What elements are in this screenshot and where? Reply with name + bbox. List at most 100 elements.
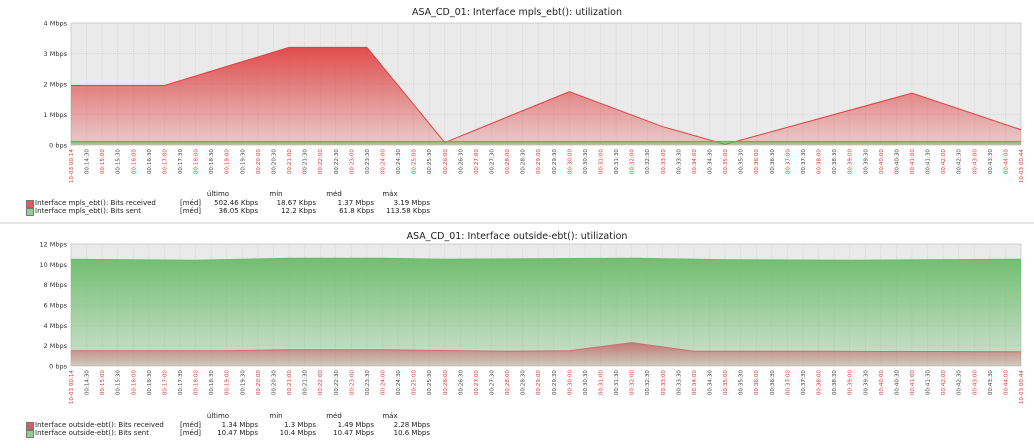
graph-divider [0,222,1034,224]
x-tick-label: 00:24:00 [380,149,386,175]
x-tick-label: 00:43:00 [972,370,978,396]
x-tick-label: 00:37:30 [801,370,807,396]
legend-value: 1.3 Mbps [284,421,316,429]
x-tick-label: 00:35:30 [739,370,745,396]
legend-swatch [26,208,34,216]
legend-column-header: mín [269,190,283,198]
x-tick-label: 00:41:30 [926,370,932,396]
x-tick-label: 00:16:30 [147,370,153,396]
legend-value: 36.05 Kbps [218,207,258,215]
x-tick-label: 00:24:30 [396,370,402,396]
x-tick-label: 00:35:00 [723,370,729,396]
x-tick-label: 00:25:30 [427,370,433,396]
x-tick-label: 00:30:00 [567,149,573,175]
legend-swatch [26,430,34,438]
y-tick-label: 10 Mbps [39,261,67,269]
x-tick-label: 00:21:30 [303,370,309,396]
x-tick-label: 00:15:00 [100,370,106,396]
x-tick-label: 00:31:00 [599,370,605,396]
legend-function: [méd] [180,421,202,429]
x-tick-label: 00:24:30 [396,149,402,175]
y-tick-label: 2 Mbps [44,81,68,89]
x-tick-label: 00:43:00 [972,149,978,175]
series-area [71,258,1021,366]
x-tick-label: 00:27:30 [489,370,495,396]
x-tick-label: 00:21:00 [287,370,293,396]
x-tick-label: 00:16:00 [131,370,137,396]
x-tick-label: 00:20:30 [271,149,277,175]
x-tick-label: 00:34:00 [692,370,698,396]
x-tick-label: 00:28:00 [505,149,511,175]
x-tick-label: 00:38:00 [817,149,823,175]
legend-value: 10.4 Mbps [279,429,316,437]
legend-value: 10.47 Mbps [333,429,374,437]
legend-value: 18.67 Kbps [276,199,316,207]
series-line [70,257,1022,261]
legend-column-header: último [206,412,230,420]
x-tick-label: 00:43:30 [988,149,994,175]
y-tick-label: 4 Mbps [44,322,68,330]
x-tick-label: 00:39:30 [863,149,869,175]
x-tick-label: 00:28:00 [505,370,511,396]
x-tick-label: 10-03 00:44 [1019,370,1025,405]
x-tick-label: 00:26:30 [458,370,464,396]
x-tick-label: 00:29:00 [536,370,542,396]
x-tick-label: 00:22:30 [334,149,340,175]
x-tick-label: 00:19:00 [225,149,231,175]
series-area [71,141,1021,145]
x-tick-label: 00:42:30 [957,370,963,396]
chart-title: ASA_CD_01: Interface outside-ebt(): util… [406,231,628,242]
legend-value: 10.47 Mbps [217,429,258,437]
x-tick-label: 00:27:00 [474,370,480,396]
x-tick-label: 00:19:30 [240,370,246,396]
legend-value: 1.34 Mbps [221,421,258,429]
x-tick-label: 00:28:30 [521,370,527,396]
legend-column-header: méd [326,190,342,198]
y-tick-label: 6 Mbps [44,302,68,310]
legend-series-name: Interface mpls_ebt(): Bits received [35,199,156,207]
x-tick-label: 00:18:00 [194,370,200,396]
x-tick-label: 00:42:30 [957,149,963,175]
x-tick-label: 00:31:00 [599,149,605,175]
x-tick-label: 00:36:00 [754,370,760,396]
x-tick-label: 00:22:00 [318,370,324,396]
legend-swatch [26,200,34,208]
x-tick-label: 00:32:30 [645,149,651,175]
x-tick-label: 00:32:30 [645,370,651,396]
x-tick-label: 00:25:00 [412,149,418,175]
graph-mpls-ebt: 0 bps 1 Mbps 2 Mbps 3 Mbps 4 Mbps 10-03 00:14… [0,0,1034,222]
x-tick-label: 00:16:00 [131,149,137,175]
x-tick-label: 00:30:30 [583,370,589,396]
x-tick-label: 00:26:30 [458,149,464,175]
x-tick-label: 00:42:00 [941,370,947,396]
x-tick-label: 00:41:30 [926,149,932,175]
x-tick-label: 00:14:30 [85,370,91,396]
x-tick-label: 00:31:30 [614,370,620,396]
x-tick-label: 00:29:30 [552,370,558,396]
legend-series-name: Interface outside-ebt(): Bits received [35,421,164,429]
x-tick-label: 00:17:00 [162,149,168,175]
x-tick-label: 00:22:00 [318,149,324,175]
legend-series-name: Interface mpls_ebt(): Bits sent [35,207,141,215]
y-tick-label: 1 Mbps [44,111,68,119]
x-tick-label: 00:28:30 [521,149,527,175]
x-tick-label: 00:37:30 [801,149,807,175]
y-tick-label: 12 Mbps [39,241,67,249]
x-tick-label: 00:24:00 [380,370,386,396]
x-tick-label: 00:35:30 [739,149,745,175]
x-tick-label: 00:26:00 [443,370,449,396]
x-tick-label: 00:33:30 [676,149,682,175]
legend-function: [méd] [180,199,202,207]
chart-outside-ebt: 0 bps 2 Mbps 4 Mbps 6 Mbps 8 Mbps 10 Mbps 12 M… [39,241,1025,405]
x-tick-label: 00:23:30 [365,370,371,396]
legend-value: 12.2 Kbps [281,207,316,215]
legend-swatch [26,422,34,430]
legend-value: 113.58 Kbps [386,207,430,215]
x-tick-label: 00:29:30 [552,149,558,175]
legend-value: 3.19 Mbps [393,199,430,207]
x-tick-label: 00:35:00 [723,149,729,175]
x-tick-label: 00:14:30 [85,149,91,175]
x-tick-label: 00:29:00 [536,149,542,175]
x-tick-label: 00:37:00 [785,149,791,175]
x-tick-label: 00:17:00 [162,370,168,396]
